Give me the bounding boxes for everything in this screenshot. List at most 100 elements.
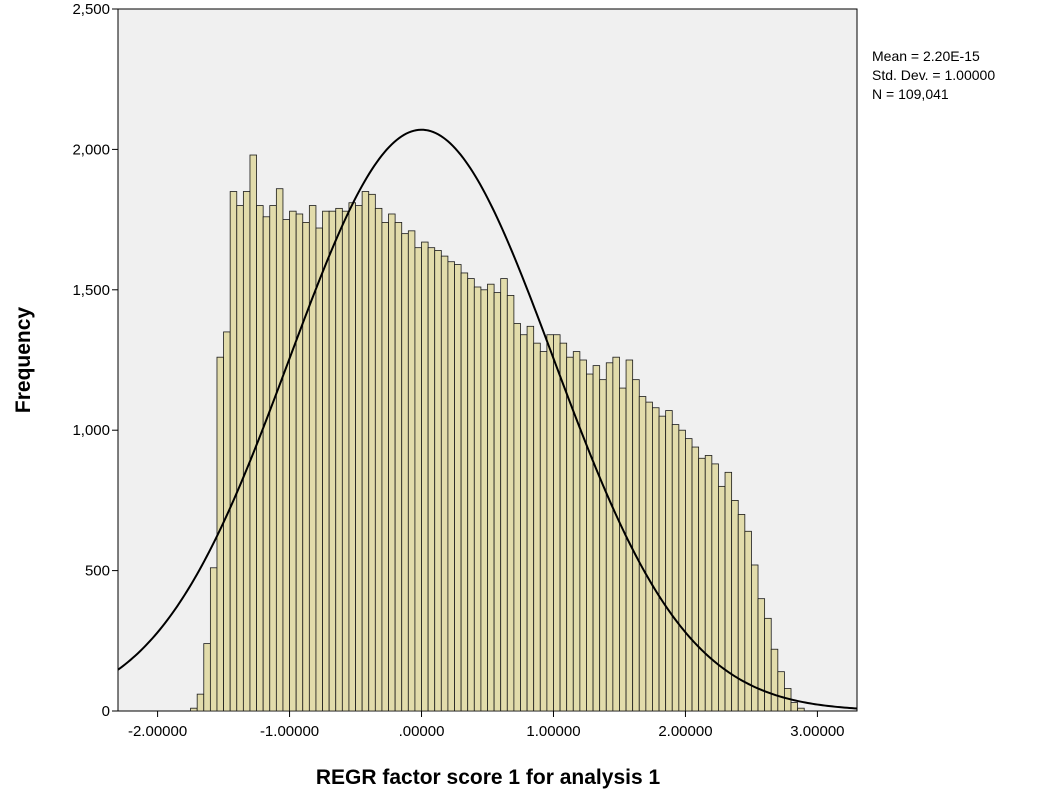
histogram-bar [612,356,620,712]
histogram-bar [480,289,488,712]
histogram-bar [335,207,343,712]
histogram-bar [665,410,673,712]
histogram-bar [328,210,337,712]
x-axis-title: REGR factor score 1 for analysis 1 [316,766,661,789]
histogram-bar [322,210,330,712]
y-tick-label: 1,500 [72,282,110,299]
histogram-bar [777,671,785,712]
histogram-bar [447,261,455,712]
histogram-bar [671,424,680,712]
histogram-bar [711,463,719,712]
histogram-bar [506,295,515,712]
stats-mean: Mean = 2.20E-15 [872,48,980,64]
x-tick-label: 1.00000 [526,723,580,740]
x-tick-label: 3.00000 [790,723,844,740]
histogram-bar [698,457,706,712]
histogram-bar [434,250,442,712]
histogram-bar [546,334,554,712]
histogram-bar [275,188,284,712]
histogram-bar [592,365,601,712]
histogram-bar [203,643,211,712]
histogram-bar [282,219,290,712]
histogram-bar [487,283,495,712]
histogram-bar [678,429,686,712]
histogram-bar [731,499,739,712]
y-tick-label: 2,000 [72,141,110,158]
histogram-bar [638,396,647,712]
histogram-bar [605,362,614,712]
histogram-bar [704,455,713,712]
histogram-bar [440,255,449,712]
x-axis: -2.00000 -1.00000 .00000 1.00000 2.00000 3.00… [128,711,845,740]
histogram-bar [691,446,700,712]
histogram-bar [414,247,422,712]
histogram-bar [236,205,244,712]
histogram-bar [652,407,660,712]
histogram-bar [559,342,568,712]
histogram-bar [308,205,317,712]
histogram-bar [209,567,218,712]
x-tick-label: 2.00000 [658,723,712,740]
histogram-bar [341,210,350,712]
histogram-bar [520,334,528,712]
histogram-bar [619,387,627,712]
y-tick-label: 500 [85,563,110,580]
stats-n: N = 109,041 [872,86,949,102]
histogram-bar [196,693,205,712]
histogram-bar [724,471,733,712]
histogram-bar [757,598,766,712]
histogram-bar [289,210,297,712]
x-tick-label: .00000 [399,723,445,740]
histogram-bar [526,325,535,712]
y-axis-title: Frequency [12,307,35,414]
histogram-bar [632,379,640,712]
histogram-bar [315,227,323,712]
histogram-bar [302,222,310,712]
histogram-bar [229,191,238,712]
histogram-bar [797,707,805,712]
histogram-bar [401,233,409,712]
histogram-bar [572,351,581,712]
histogram-bar [553,334,561,712]
y-tick-label: 1,000 [72,422,110,439]
histogram-bar [269,205,277,712]
histogram-bar [394,222,403,712]
histogram-bar [579,359,587,712]
histogram-bar [533,342,541,712]
histogram-bar [460,272,469,712]
stats-std-dev: Std. Dev. = 1.00000 [872,67,995,83]
histogram-bar [249,154,257,712]
histogram-bar [500,278,508,712]
histogram-bar [427,247,436,712]
histogram-bar [388,213,396,712]
histogram-bar [685,438,693,712]
histogram-bar [493,292,502,712]
histogram-bar [407,230,416,712]
x-tick-label: -2.00000 [128,723,187,740]
histogram-bar [355,205,363,712]
histogram-bar [242,191,251,712]
histogram-bar [658,415,667,712]
histogram-bar [539,351,548,712]
histogram-bar [770,648,779,712]
histogram-bars [190,154,805,712]
histogram-bar [599,379,607,712]
histogram-bar [790,702,799,712]
histogram-bar [467,278,475,712]
histogram-bar [645,401,653,712]
x-tick-label: -1.00000 [260,723,319,740]
histogram-bar [454,264,462,712]
histogram-bar [262,216,271,712]
histogram-bar [586,373,594,712]
histogram-bar [190,707,198,712]
histogram-bar [421,241,429,712]
histogram-bar [764,617,772,712]
normal-curve [117,128,858,710]
histogram-bar [295,213,304,712]
histogram-bar [256,205,264,712]
histogram-bar [718,485,726,712]
histogram-bar [368,193,376,712]
y-tick-label: 0 [102,703,110,720]
histogram-bar [361,191,370,712]
